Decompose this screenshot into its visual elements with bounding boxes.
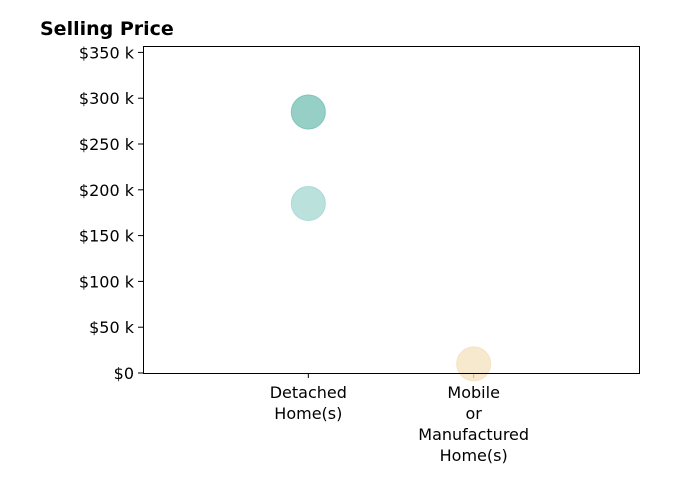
y-tick-label: $0 [114, 364, 134, 383]
x-tick-label: Detached Home(s) [270, 383, 347, 423]
y-tick-label: $150 k [79, 227, 135, 246]
data-point [290, 94, 326, 130]
plot-area-frame [143, 46, 640, 374]
y-tick-label: $350 k [79, 43, 135, 62]
data-point [290, 186, 326, 222]
data-points [290, 94, 492, 382]
y-tick-label: $200 k [79, 181, 135, 200]
x-tick-label: Mobile or Manufactured Home(s) [418, 383, 529, 465]
chart-title: Selling Price [40, 18, 174, 40]
x-axis: Detached Home(s) Mobile or Manufactured Home(… [270, 373, 529, 465]
y-tick-label: $250 k [79, 135, 135, 154]
y-tick-label: $50 k [89, 318, 135, 337]
y-axis: $0 $50 k $100 k $150 k $200 k $250 k $300 k $35… [79, 43, 143, 383]
data-point [456, 346, 492, 382]
y-tick-label: $100 k [79, 272, 135, 291]
y-tick-label: $300 k [79, 89, 135, 108]
